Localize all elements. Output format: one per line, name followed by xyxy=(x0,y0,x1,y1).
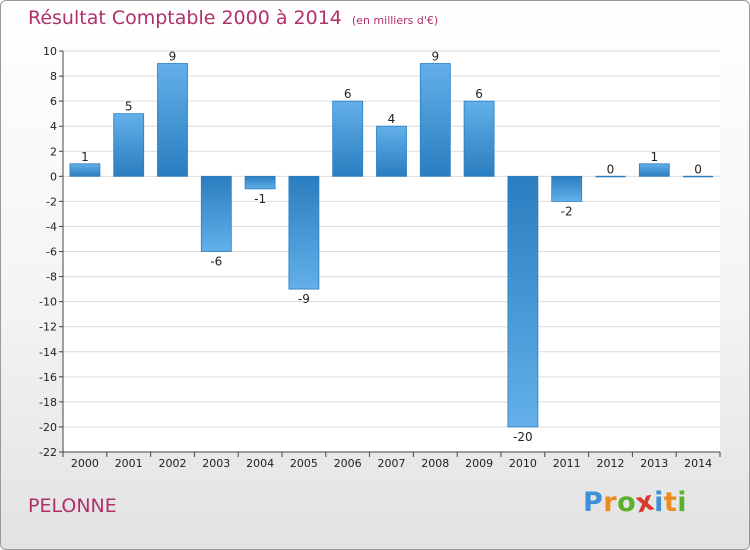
bar xyxy=(244,175,276,190)
data-label: 4 xyxy=(388,112,396,126)
y-tick-label: -10 xyxy=(39,296,57,309)
data-label: -1 xyxy=(254,192,266,206)
y-tick-label: -12 xyxy=(39,321,57,334)
x-tick-label: 2006 xyxy=(334,457,362,470)
bar xyxy=(69,163,101,177)
bar xyxy=(507,175,539,428)
y-tick-label: 8 xyxy=(50,70,57,83)
y-tick-label: -16 xyxy=(39,371,57,384)
bar xyxy=(332,100,364,177)
bar xyxy=(463,100,495,177)
logo-letter: i xyxy=(654,487,664,518)
y-tick-label: 6 xyxy=(50,95,57,108)
y-tick-label: -14 xyxy=(39,346,57,359)
y-tick-label: -2 xyxy=(46,195,57,208)
x-tick-label: 2000 xyxy=(71,457,99,470)
y-tick-label: 4 xyxy=(50,120,57,133)
chart-subtitle: (en milliers d'€) xyxy=(351,14,439,27)
x-axis-ticks: 2000 2001 2002 2003 2004 2005 2006 2007 2008 2009… xyxy=(62,452,721,470)
logo-letter: o xyxy=(617,487,637,518)
x-tick-label: 2005 xyxy=(290,457,318,470)
data-label: -2 xyxy=(561,204,573,218)
bar xyxy=(288,175,320,290)
bar xyxy=(419,63,451,177)
data-label: 9 xyxy=(431,50,439,64)
chart-title: Résultat Comptable 2000 à 2014 (en millie… xyxy=(28,7,439,29)
data-label: 0 xyxy=(607,162,615,176)
y-tick-label: 10 xyxy=(43,45,57,58)
y-tick-label: -22 xyxy=(39,446,57,459)
bar xyxy=(595,175,626,178)
data-label: -6 xyxy=(210,255,222,269)
data-label: 9 xyxy=(169,50,177,64)
y-tick-label: -8 xyxy=(46,271,57,284)
data-label: 6 xyxy=(344,87,352,101)
bar xyxy=(551,175,583,202)
x-tick-label: 2009 xyxy=(465,457,493,470)
x-tick-label: 2010 xyxy=(509,457,537,470)
logo-letter: P xyxy=(583,487,604,518)
data-label: -20 xyxy=(513,430,533,444)
y-tick-label: -6 xyxy=(46,246,57,259)
bar xyxy=(638,163,670,177)
proxiti-logo[interactable]: Proxiti xyxy=(583,485,688,519)
x-tick-label: 2003 xyxy=(202,457,230,470)
x-tick-label: 2007 xyxy=(378,457,406,470)
x-tick-label: 2004 xyxy=(246,457,274,470)
bar xyxy=(376,125,407,177)
data-label: 1 xyxy=(81,150,89,164)
logo-letter: t xyxy=(663,487,678,518)
bar xyxy=(113,113,145,177)
bar xyxy=(157,63,188,177)
logo-letter: r xyxy=(603,487,618,518)
y-tick-label: 0 xyxy=(50,170,57,183)
data-label: 5 xyxy=(125,100,133,114)
data-label: 0 xyxy=(694,162,702,176)
bar xyxy=(200,175,232,252)
data-label: -9 xyxy=(298,292,310,306)
bars xyxy=(69,63,714,428)
x-tick-label: 2012 xyxy=(597,457,625,470)
x-tick-label: 2002 xyxy=(159,457,187,470)
x-tick-label: 2001 xyxy=(115,457,143,470)
x-tick-label: 2011 xyxy=(553,457,581,470)
y-tick-label: -18 xyxy=(39,396,57,409)
y-tick-label: 2 xyxy=(50,145,57,158)
logo-letter: i xyxy=(677,487,688,518)
data-label: 1 xyxy=(650,150,658,164)
y-tick-label: -4 xyxy=(46,220,57,233)
x-tick-label: 2013 xyxy=(640,457,668,470)
bar xyxy=(683,175,714,178)
y-axis-ticks: 10 8 6 4 2 0 -2 -4 -6 -8 -10 -12 -14 -16 -18 -20 -22 xyxy=(39,45,63,459)
x-tick-label: 2008 xyxy=(421,457,449,470)
data-label: 6 xyxy=(475,87,483,101)
x-tick-label: 2014 xyxy=(684,457,712,470)
commune-name: PELONNE xyxy=(28,495,117,517)
y-tick-label: -20 xyxy=(39,421,57,434)
